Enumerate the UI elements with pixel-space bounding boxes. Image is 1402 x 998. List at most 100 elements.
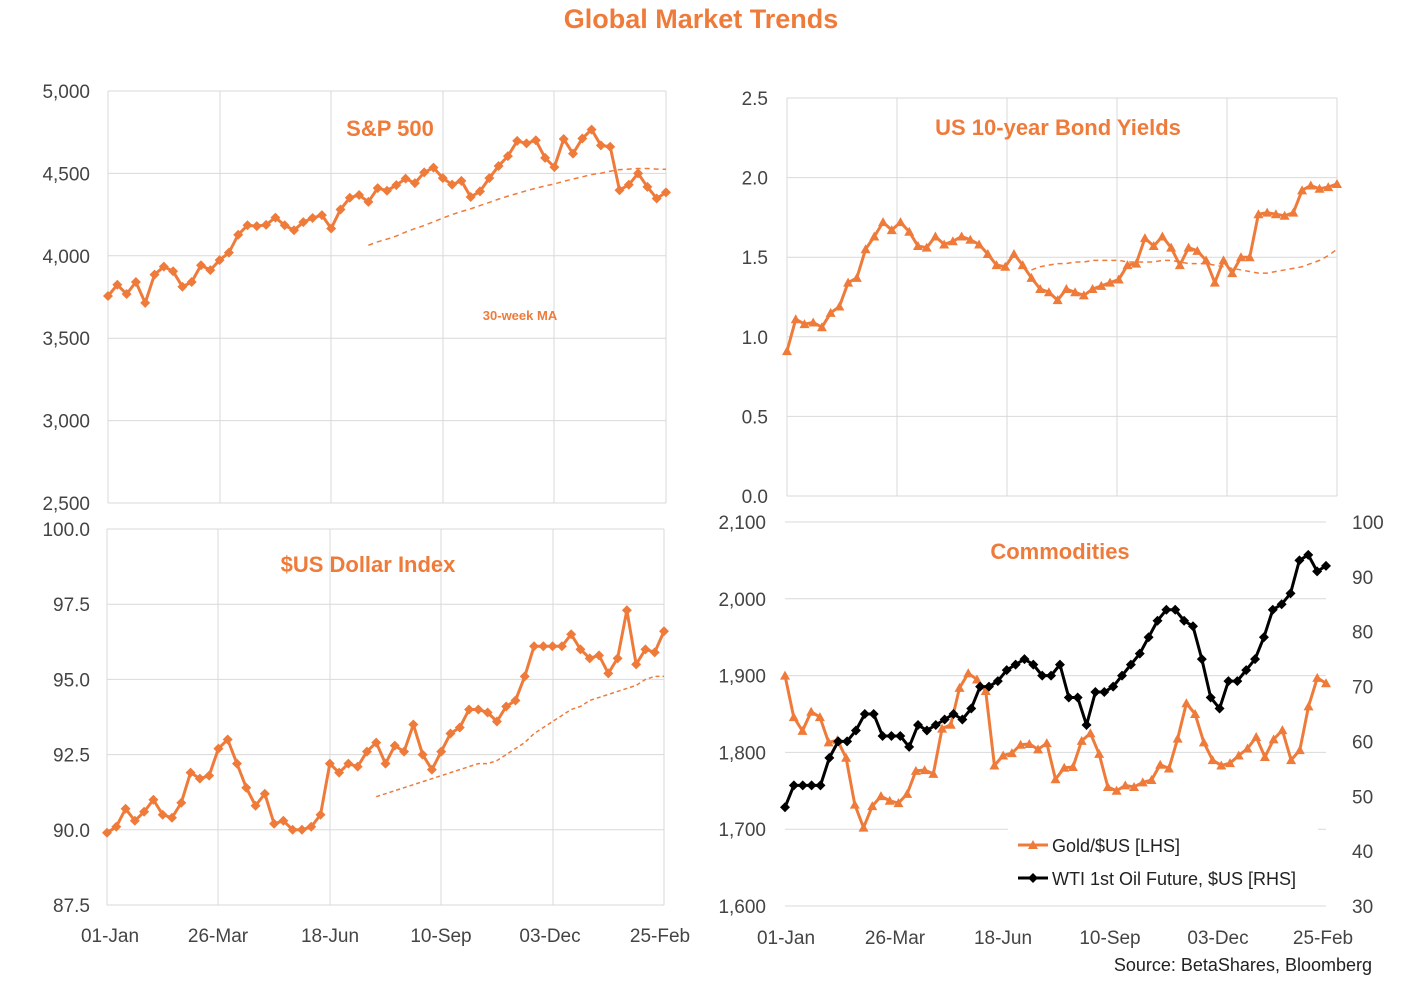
commod-y-left-tick: 1,900 [718, 667, 766, 688]
sp500-point [512, 135, 523, 146]
oil-point [1099, 687, 1110, 698]
usd-point [556, 641, 567, 652]
usd-point [399, 746, 410, 757]
sp500-point [586, 124, 597, 135]
commod-y-right-tick: 90 [1352, 568, 1373, 589]
bond-point [1297, 185, 1308, 195]
usd-point [287, 824, 298, 835]
commod-x-tick: 01-Jan [757, 928, 815, 949]
usd-point [621, 605, 632, 616]
bond-point [1052, 295, 1063, 305]
usd-line [106, 609, 666, 835]
usd-point [482, 707, 493, 718]
sp500-y-tick: 3,500 [42, 329, 90, 350]
legend-gold-marker [1028, 840, 1038, 849]
usd-point [176, 797, 187, 808]
gold-point [1033, 744, 1044, 754]
sp500-point [251, 221, 262, 232]
usd-x-tick: 03-Dec [519, 926, 580, 947]
sp500-point [372, 183, 383, 194]
commod-y-right-tick: 60 [1352, 732, 1373, 753]
sp500-point [158, 261, 169, 272]
gold-point [1067, 761, 1078, 771]
bond-point [869, 231, 880, 241]
usd-point [166, 812, 177, 823]
bond-point [1332, 178, 1342, 188]
sp500-point [558, 133, 569, 144]
oil-line [783, 552, 1327, 808]
usd-point [231, 758, 242, 769]
gold-point [1233, 750, 1244, 760]
gold-point [1190, 709, 1201, 718]
bond-point [860, 244, 871, 254]
oil-point [948, 709, 959, 719]
usd-point [464, 704, 475, 715]
sp500-point [168, 266, 179, 277]
commod-title: Commodities [990, 539, 1129, 564]
gold-point [1207, 755, 1218, 765]
sp500-y-tick: 4,500 [42, 164, 90, 185]
gold-point [1006, 748, 1017, 758]
sp500-point [642, 181, 653, 192]
sp500-y-tick: 5,000 [42, 82, 90, 103]
bond-point [1201, 255, 1212, 265]
usd-point [157, 809, 168, 820]
gold-point [954, 682, 965, 692]
bond-point [912, 241, 923, 251]
gold-point [875, 791, 886, 801]
commod-y-left-tick: 1,700 [718, 820, 766, 841]
usd-point [436, 746, 447, 757]
gold-point [858, 822, 869, 832]
usd-title: $US Dollar Index [281, 552, 457, 577]
commod-y-right-tick: 50 [1352, 787, 1373, 808]
oil-point [886, 730, 897, 741]
oil-point [797, 780, 808, 791]
gold-point [1312, 672, 1323, 682]
gold-point [1050, 774, 1061, 784]
usd-point [612, 653, 623, 664]
oil-point [1170, 604, 1181, 615]
usd-x-tick: 10-Sep [410, 926, 471, 947]
oil-point [1134, 648, 1145, 659]
commod-y-right-tick: 40 [1352, 842, 1373, 863]
usd-y-tick: 90.0 [53, 821, 90, 842]
oil-point [1161, 604, 1172, 615]
oil-point [1250, 654, 1261, 665]
oil-point [921, 725, 932, 736]
oil-point [806, 780, 817, 791]
bond-point [1192, 245, 1203, 255]
source-note: Source: BetaShares, Bloomberg [1113, 955, 1372, 975]
usd-point [445, 728, 456, 739]
gold-point [884, 795, 895, 805]
oil-point [1196, 654, 1207, 665]
bond-point [825, 307, 836, 317]
usd-point [139, 806, 150, 817]
bond-point [1262, 207, 1273, 217]
oil-point [1019, 654, 1030, 665]
bond-y-tick: 1.5 [742, 248, 768, 269]
gold-point [1085, 728, 1096, 738]
gold-point [1277, 725, 1288, 735]
bond-point [1218, 255, 1229, 265]
bond-point [974, 239, 985, 249]
commod-x-tick: 25-Feb [1293, 928, 1353, 949]
bond-point [947, 236, 958, 246]
bond-point [1183, 242, 1194, 252]
oil-point [957, 714, 968, 725]
sp500-point [223, 247, 234, 258]
sp500-point [279, 220, 290, 231]
bond-point [1253, 209, 1264, 219]
gold-point [1163, 763, 1174, 773]
oil-point [1223, 676, 1234, 687]
usd-point [194, 773, 205, 784]
bond-point [1017, 260, 1028, 270]
sp500-point [428, 162, 439, 173]
bond-y-tick: 1.0 [742, 328, 768, 349]
bond-point [834, 301, 845, 311]
usd-point [510, 695, 521, 706]
bond-point [1000, 261, 1011, 271]
bond-point [1305, 180, 1316, 190]
gold-point [849, 799, 860, 809]
gold-point [971, 674, 982, 684]
oil-point [1054, 659, 1065, 670]
